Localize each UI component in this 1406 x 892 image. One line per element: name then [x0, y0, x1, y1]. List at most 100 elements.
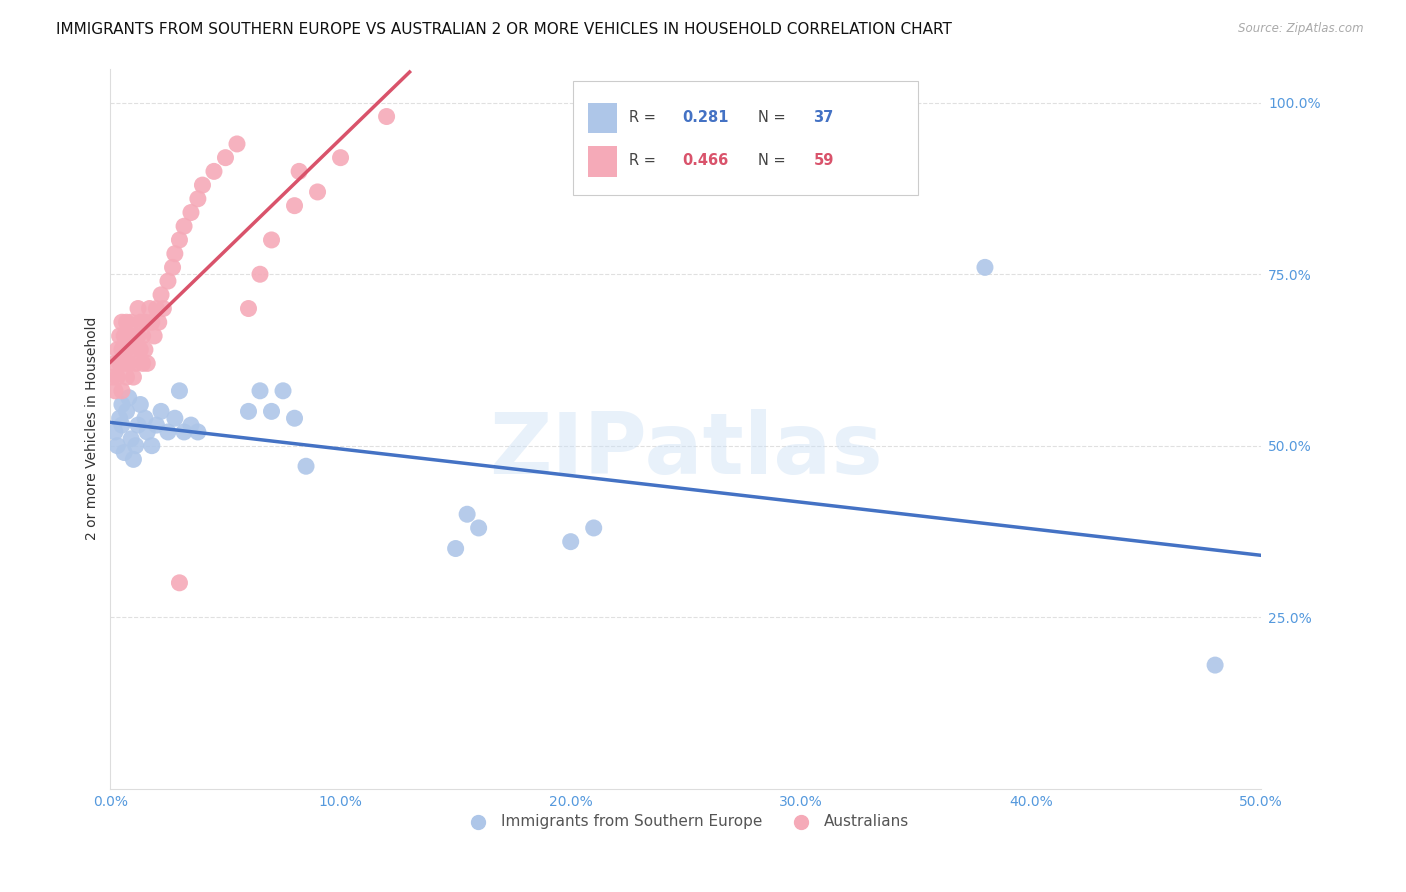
Point — [104, 425, 127, 439]
FancyBboxPatch shape — [574, 81, 918, 194]
Point — [112, 445, 135, 459]
Point — [134, 343, 156, 357]
FancyBboxPatch shape — [588, 146, 617, 177]
Point — [456, 507, 478, 521]
Text: ZIPatlas: ZIPatlas — [489, 409, 883, 491]
Point — [138, 301, 160, 316]
Point — [111, 398, 134, 412]
Text: IMMIGRANTS FROM SOUTHERN EUROPE VS AUSTRALIAN 2 OR MORE VEHICLES IN HOUSEHOLD CO: IMMIGRANTS FROM SOUTHERN EUROPE VS AUSTR… — [56, 22, 952, 37]
Point — [238, 404, 260, 418]
Point — [111, 315, 134, 329]
Point — [467, 521, 489, 535]
Point — [134, 411, 156, 425]
Point — [214, 151, 236, 165]
Point — [129, 398, 152, 412]
Point — [582, 521, 605, 535]
Point — [271, 384, 294, 398]
Point — [127, 329, 149, 343]
Point — [125, 439, 148, 453]
Text: 59: 59 — [814, 153, 834, 169]
Text: 0.466: 0.466 — [682, 153, 728, 169]
Point — [112, 329, 135, 343]
Point — [115, 370, 138, 384]
Y-axis label: 2 or more Vehicles in Household: 2 or more Vehicles in Household — [86, 317, 100, 541]
Point — [115, 315, 138, 329]
Point — [187, 425, 209, 439]
Text: R =: R = — [630, 110, 661, 125]
Point — [283, 199, 305, 213]
Text: 0.281: 0.281 — [682, 110, 728, 125]
Text: N =: N = — [758, 153, 790, 169]
Point — [249, 384, 271, 398]
Point — [145, 418, 167, 433]
Point — [120, 432, 142, 446]
Point — [260, 404, 283, 418]
Point — [974, 260, 997, 275]
Point — [112, 356, 135, 370]
Point — [125, 356, 148, 370]
Point — [329, 151, 352, 165]
Point — [150, 288, 173, 302]
Point — [145, 301, 167, 316]
Text: N =: N = — [758, 110, 790, 125]
Point — [143, 329, 166, 343]
Point — [169, 384, 191, 398]
Point — [105, 343, 128, 357]
Point — [238, 301, 260, 316]
Text: 37: 37 — [814, 110, 834, 125]
Point — [226, 136, 249, 151]
Point — [136, 425, 159, 439]
Point — [187, 192, 209, 206]
Point — [283, 411, 305, 425]
Point — [118, 356, 141, 370]
Point — [169, 575, 191, 590]
Point — [105, 370, 128, 384]
Point — [129, 343, 152, 357]
Point — [120, 335, 142, 350]
Point — [260, 233, 283, 247]
Point — [169, 233, 191, 247]
Point — [122, 343, 145, 357]
Point — [180, 418, 202, 433]
Point — [444, 541, 467, 556]
Point — [152, 301, 174, 316]
Point — [191, 178, 214, 193]
Point — [202, 164, 225, 178]
Point — [122, 370, 145, 384]
Point — [104, 356, 127, 370]
Point — [141, 439, 163, 453]
Point — [127, 301, 149, 316]
Legend: Immigrants from Southern Europe, Australians: Immigrants from Southern Europe, Austral… — [457, 807, 915, 835]
Point — [560, 534, 582, 549]
Point — [118, 329, 141, 343]
Point — [111, 384, 134, 398]
Point — [162, 260, 184, 275]
Point — [131, 329, 153, 343]
Point — [122, 452, 145, 467]
Point — [115, 343, 138, 357]
Point — [129, 315, 152, 329]
Point — [249, 267, 271, 281]
Point — [125, 329, 148, 343]
Point — [104, 384, 127, 398]
Point — [295, 459, 318, 474]
Point — [141, 315, 163, 329]
Point — [115, 404, 138, 418]
Point — [307, 185, 329, 199]
Point — [111, 418, 134, 433]
Point — [150, 404, 173, 418]
Point — [375, 110, 398, 124]
Point — [173, 219, 195, 234]
Point — [120, 315, 142, 329]
Point — [105, 439, 128, 453]
Point — [136, 356, 159, 370]
Point — [148, 315, 170, 329]
Point — [288, 164, 311, 178]
Text: R =: R = — [630, 153, 661, 169]
Point — [163, 246, 186, 260]
Point — [180, 205, 202, 219]
Point — [108, 329, 131, 343]
Point — [156, 425, 179, 439]
Point — [111, 343, 134, 357]
Point — [1204, 658, 1226, 673]
